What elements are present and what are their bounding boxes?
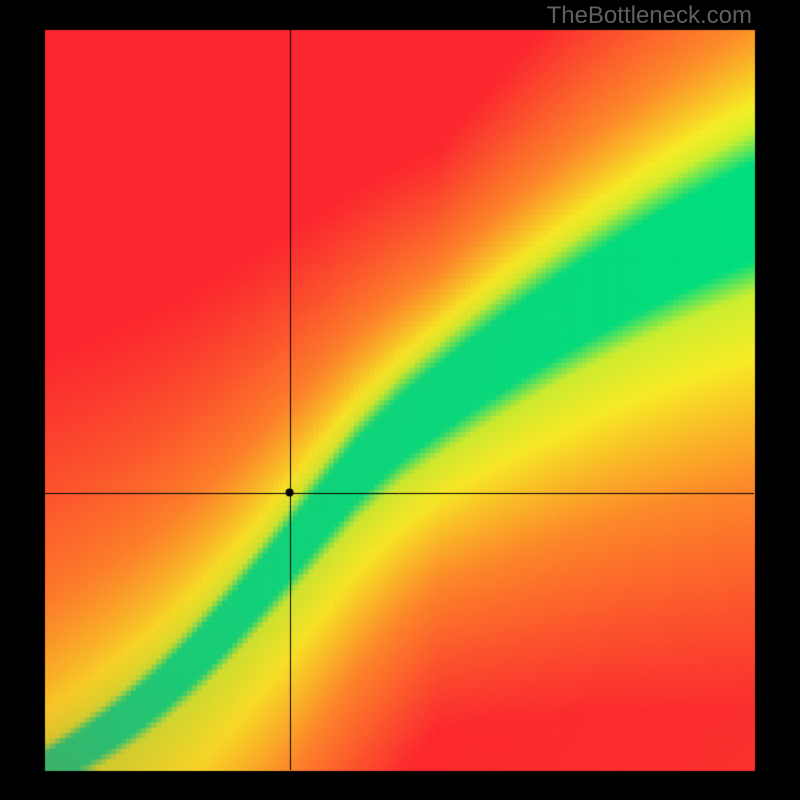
bottleneck-heatmap bbox=[0, 0, 800, 800]
watermark-text: TheBottleneck.com bbox=[547, 2, 752, 30]
